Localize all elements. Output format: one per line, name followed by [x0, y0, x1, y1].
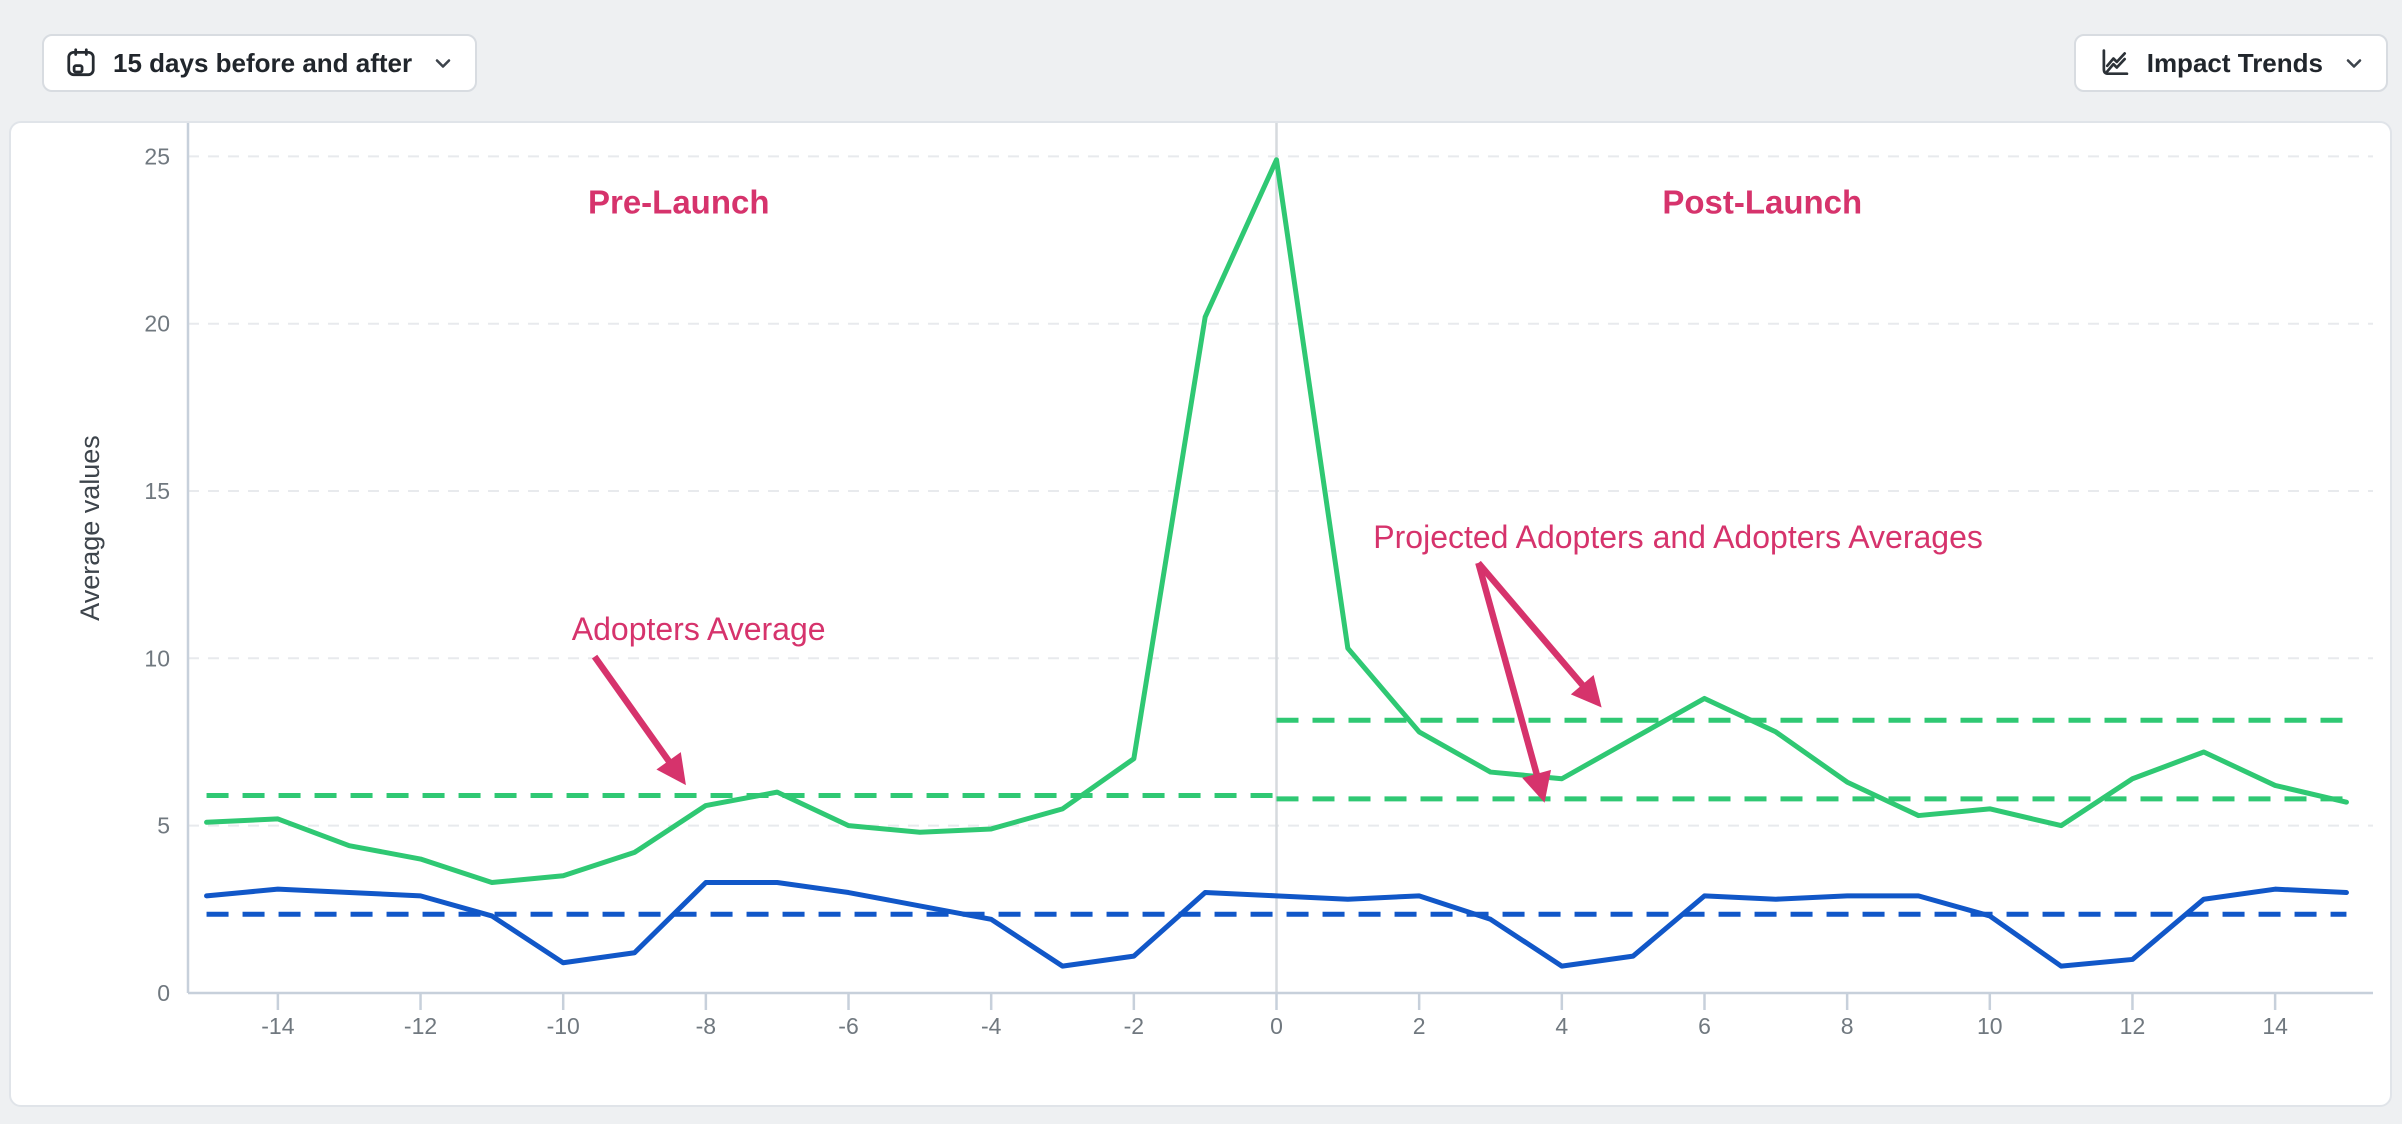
toolbar: 15 days before and after Impact Trends [0, 0, 2402, 121]
impact-trends-label: Impact Trends [2146, 47, 2323, 78]
date-range-selector[interactable]: 15 days before and after [42, 34, 478, 92]
impact-trends-selector[interactable]: Impact Trends [2073, 34, 2388, 92]
chart-panel [9, 121, 2392, 1107]
date-range-label: 15 days before and after [113, 47, 413, 78]
chevron-down-icon [2342, 51, 2366, 75]
calendar-icon [64, 46, 98, 80]
chevron-down-icon [431, 51, 455, 75]
line-chart-icon [2096, 45, 2132, 81]
